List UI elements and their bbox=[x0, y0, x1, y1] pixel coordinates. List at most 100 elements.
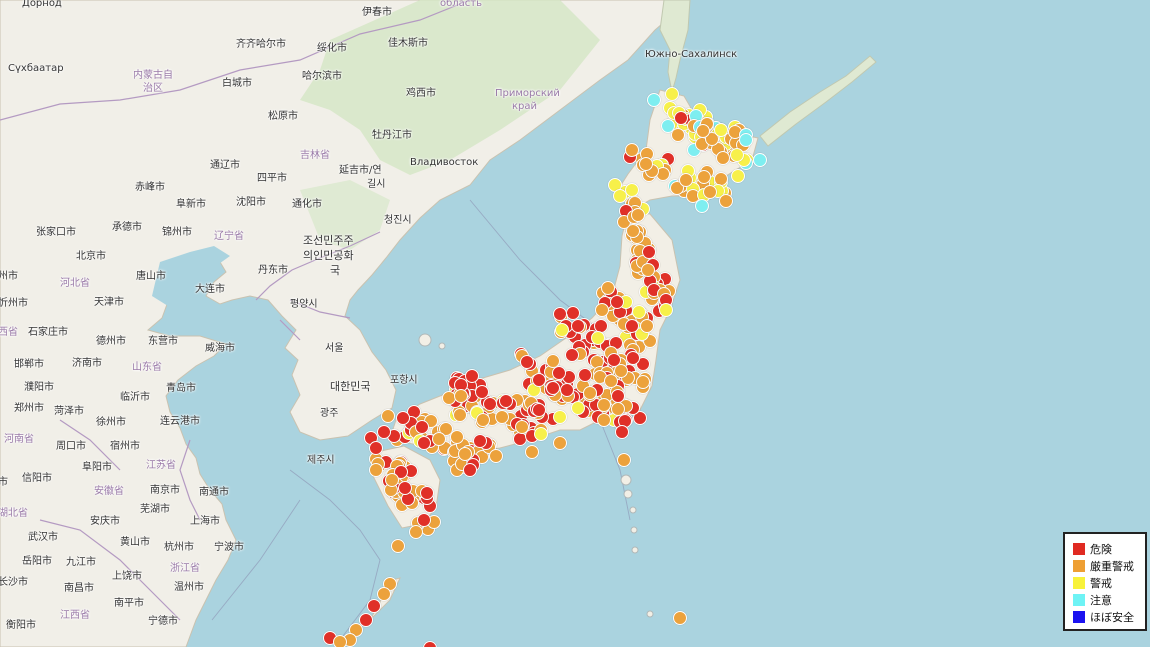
marker-severe[interactable] bbox=[514, 419, 529, 434]
marker-danger[interactable] bbox=[417, 513, 431, 527]
marker-danger[interactable] bbox=[577, 367, 592, 382]
marker-danger[interactable] bbox=[633, 411, 648, 426]
marker-caution[interactable] bbox=[753, 153, 767, 167]
marker-severe[interactable] bbox=[384, 472, 399, 487]
marker-danger[interactable] bbox=[674, 111, 689, 126]
marker-caution[interactable] bbox=[647, 93, 661, 107]
marker-danger[interactable] bbox=[565, 348, 580, 363]
marker-danger[interactable] bbox=[416, 435, 431, 450]
marker-warning[interactable] bbox=[570, 401, 585, 416]
marker-severe[interactable] bbox=[604, 373, 619, 388]
marker-danger[interactable] bbox=[465, 369, 479, 383]
marker-severe[interactable] bbox=[381, 409, 395, 423]
marker-warning[interactable] bbox=[613, 189, 627, 203]
marker-warning[interactable] bbox=[591, 331, 606, 346]
marker-warning[interactable] bbox=[625, 183, 639, 197]
marker-danger[interactable] bbox=[463, 463, 477, 477]
marker-severe[interactable] bbox=[458, 446, 473, 461]
marker-caution[interactable] bbox=[695, 199, 709, 213]
marker-severe[interactable] bbox=[673, 611, 687, 625]
marker-severe[interactable] bbox=[333, 635, 347, 647]
marker-severe[interactable] bbox=[696, 123, 711, 138]
marker-danger[interactable] bbox=[367, 599, 381, 613]
marker-severe[interactable] bbox=[489, 449, 503, 463]
marker-severe[interactable] bbox=[639, 156, 654, 171]
marker-severe[interactable] bbox=[641, 263, 656, 278]
marker-caution[interactable] bbox=[661, 119, 675, 133]
place-label-beijing: 北京市 bbox=[76, 251, 106, 262]
marker-warning[interactable] bbox=[730, 148, 745, 163]
marker-severe[interactable] bbox=[454, 389, 469, 404]
marker-severe[interactable] bbox=[583, 386, 598, 401]
marker-warning[interactable] bbox=[533, 426, 548, 441]
marker-severe[interactable] bbox=[715, 150, 730, 165]
place-label-dezhou: 德州市 bbox=[96, 336, 126, 347]
marker-severe[interactable] bbox=[409, 525, 423, 539]
marker-danger[interactable] bbox=[499, 393, 514, 408]
marker-severe[interactable] bbox=[617, 453, 631, 467]
marker-severe[interactable] bbox=[450, 429, 465, 444]
marker-danger[interactable] bbox=[473, 433, 488, 448]
marker-severe[interactable] bbox=[614, 364, 629, 379]
marker-danger[interactable] bbox=[377, 425, 391, 439]
marker-danger[interactable] bbox=[607, 353, 621, 367]
marker-severe[interactable] bbox=[601, 281, 615, 295]
marker-warning[interactable] bbox=[659, 303, 673, 317]
marker-danger[interactable] bbox=[615, 425, 629, 439]
legend: 危険 厳重警戒 警戒 注意 ほぼ安全 bbox=[1063, 532, 1147, 631]
izu-island bbox=[629, 506, 637, 514]
marker-danger[interactable] bbox=[532, 373, 547, 388]
marker-severe[interactable] bbox=[696, 169, 711, 184]
marker-severe[interactable] bbox=[718, 194, 733, 208]
marker-danger[interactable] bbox=[610, 389, 625, 404]
marker-severe[interactable] bbox=[377, 587, 391, 601]
marker-warning[interactable] bbox=[731, 169, 745, 183]
marker-severe[interactable] bbox=[630, 208, 645, 223]
marker-severe[interactable] bbox=[597, 413, 611, 427]
marker-warning[interactable] bbox=[664, 87, 679, 102]
marker-danger[interactable] bbox=[610, 294, 625, 309]
marker-severe[interactable] bbox=[369, 463, 383, 477]
place-label-jilin: 吉林省 bbox=[300, 150, 330, 161]
marker-warning[interactable] bbox=[632, 304, 647, 319]
marker-danger[interactable] bbox=[566, 305, 581, 320]
place-label-zhiqu: 治区 bbox=[143, 83, 163, 94]
marker-severe[interactable] bbox=[626, 223, 641, 238]
marker-danger[interactable] bbox=[483, 397, 498, 412]
marker-severe[interactable] bbox=[596, 397, 611, 412]
marker-severe[interactable] bbox=[391, 539, 405, 553]
marker-warning[interactable] bbox=[554, 322, 569, 337]
marker-danger[interactable] bbox=[368, 440, 383, 455]
marker-danger[interactable] bbox=[475, 384, 490, 399]
marker-severe[interactable] bbox=[595, 302, 610, 317]
marker-danger[interactable] bbox=[546, 380, 561, 395]
marker-severe[interactable] bbox=[553, 435, 568, 450]
marker-danger[interactable] bbox=[395, 410, 410, 425]
marker-severe[interactable] bbox=[452, 408, 467, 423]
marker-danger[interactable] bbox=[420, 486, 435, 501]
marker-warning[interactable] bbox=[553, 410, 568, 425]
marker-severe[interactable] bbox=[702, 184, 717, 199]
marker-danger[interactable] bbox=[641, 244, 656, 259]
marker-severe[interactable] bbox=[640, 318, 655, 333]
marker-danger[interactable] bbox=[624, 319, 639, 334]
marker-severe[interactable] bbox=[475, 413, 490, 428]
marker-danger[interactable] bbox=[551, 366, 566, 381]
marker-severe[interactable] bbox=[679, 173, 694, 188]
marker-danger[interactable] bbox=[626, 351, 641, 366]
marker-caution[interactable] bbox=[739, 133, 753, 147]
marker-danger[interactable] bbox=[359, 613, 373, 627]
marker-severe[interactable] bbox=[495, 410, 510, 425]
marker-severe[interactable] bbox=[670, 128, 685, 143]
marker-danger[interactable] bbox=[532, 402, 547, 417]
marker-severe[interactable] bbox=[624, 143, 639, 158]
marker-severe[interactable] bbox=[432, 431, 447, 446]
marker-danger[interactable] bbox=[559, 382, 574, 397]
marker-warning[interactable] bbox=[713, 122, 728, 137]
marker-danger[interactable] bbox=[397, 481, 412, 496]
marker-severe[interactable] bbox=[635, 374, 650, 389]
marker-severe[interactable] bbox=[525, 445, 539, 459]
marker-danger[interactable] bbox=[519, 354, 534, 369]
marker-danger[interactable] bbox=[571, 319, 586, 334]
